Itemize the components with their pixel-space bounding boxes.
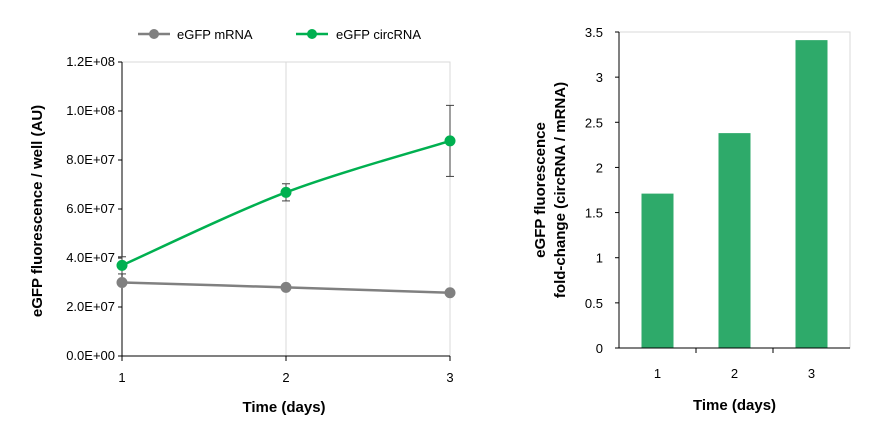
legend-marker <box>307 29 317 39</box>
y-tick-label: 1.5 <box>585 206 603 221</box>
y-tick-label: 3.5 <box>585 25 603 40</box>
line-chart: 0.0E+00 2.0E+07 4.0E+07 6.0E+07 8.0E+07 1.0E+… <box>29 27 456 416</box>
y-tick-label: 0.5 <box>585 296 603 311</box>
y-tick-label: 3 <box>596 70 603 85</box>
legend-label: eGFP mRNA <box>177 27 253 42</box>
data-point <box>116 259 128 271</box>
legend-label: eGFP circRNA <box>336 27 421 42</box>
y-tick-label: 1.0E+08 <box>66 103 115 118</box>
y-axis-title-line-1: eGFP fluorescence <box>532 122 549 258</box>
y-tick-label: 0 <box>596 341 603 356</box>
data-point <box>280 281 292 293</box>
x-tick-label: 3 <box>808 366 815 381</box>
y-tick-label: 6.0E+07 <box>66 201 115 216</box>
y-axis-title: eGFP fluorescence / well (AU) <box>29 105 46 317</box>
bar-day-1 <box>641 193 674 348</box>
x-axis-title: Time (days) <box>242 399 325 416</box>
data-point <box>444 135 456 147</box>
x-tick-label: 2 <box>282 370 289 385</box>
x-tick-label: 3 <box>446 370 453 385</box>
x-axis-title: Time (days) <box>693 397 776 414</box>
data-point <box>280 186 292 198</box>
y-tick-label: 2 <box>596 160 603 175</box>
data-point <box>444 287 456 299</box>
y-tick-label: 2.5 <box>585 115 603 130</box>
x-tick-label: 1 <box>654 366 661 381</box>
legend-marker <box>149 29 159 39</box>
y-tick-label: 1 <box>596 251 603 266</box>
y-tick-label: 1.2E+08 <box>66 54 115 69</box>
bar-day-3 <box>795 40 828 349</box>
bar-day-2 <box>718 133 751 348</box>
x-tick-label: 1 <box>118 370 125 385</box>
x-tick-label: 2 <box>731 366 738 381</box>
y-tick-label: 4.0E+07 <box>66 250 115 265</box>
y-tick-label: 2.0E+07 <box>66 299 115 314</box>
bar-chart: 1 2 3 0 0.5 1 1.5 2 2.5 3 3.5 Time (days) eGFP fluor… <box>532 25 851 414</box>
y-tick-label: 0.0E+00 <box>66 348 115 363</box>
y-axis-title-line-2: fold-change (circRNA / mRNA) <box>552 82 569 298</box>
data-point <box>116 277 128 288</box>
y-tick-label: 8.0E+07 <box>66 152 115 167</box>
